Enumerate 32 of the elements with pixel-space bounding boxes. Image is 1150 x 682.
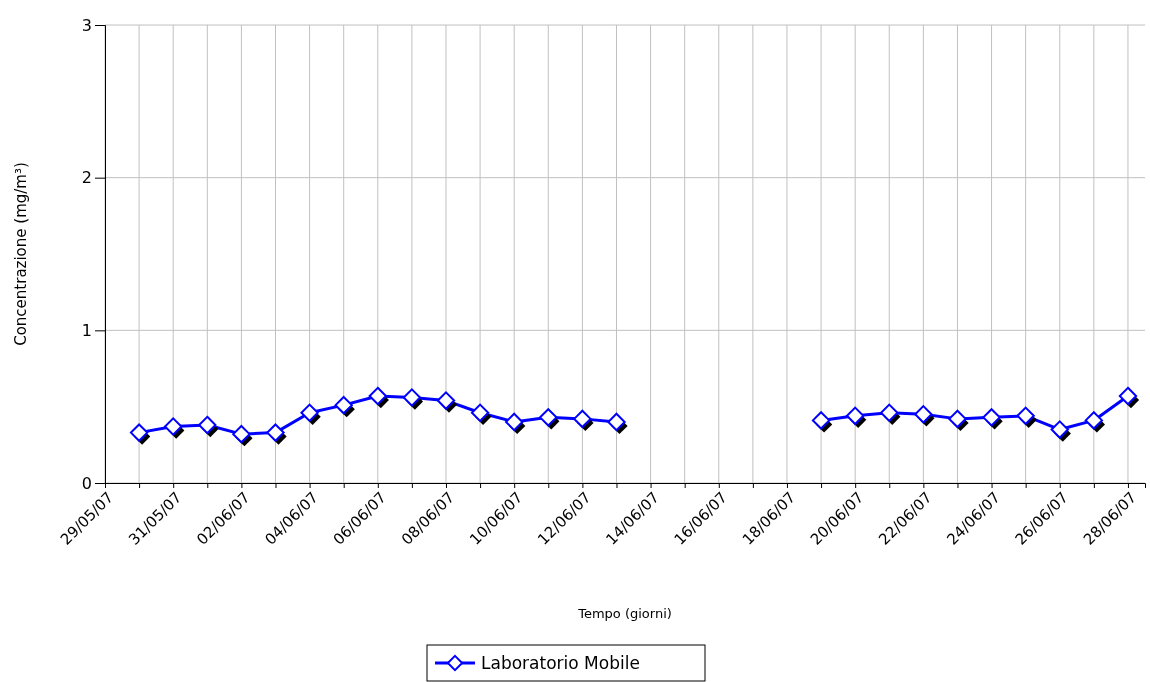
point [368, 386, 387, 406]
point [539, 408, 558, 427]
y-tick-label: 2 [81, 168, 92, 188]
point [1050, 420, 1069, 439]
point [436, 391, 456, 410]
point [573, 409, 592, 429]
point [129, 423, 149, 442]
point [607, 412, 626, 432]
point [914, 405, 933, 424]
point [846, 406, 865, 425]
legend-label: Laboratorio Mobile [481, 653, 640, 673]
y-tick-label: 1 [81, 320, 92, 340]
point [948, 409, 967, 429]
point [1084, 411, 1104, 430]
point [266, 423, 285, 442]
point [470, 403, 490, 422]
point [982, 408, 1001, 427]
point [880, 403, 899, 422]
point [232, 424, 251, 444]
point [334, 395, 353, 415]
y-tick-label: 0 [81, 473, 92, 493]
point [505, 412, 524, 432]
point [198, 415, 217, 435]
y-axis-title: Concentrazione (mg/m³) [12, 162, 30, 346]
y-tick-label: 3 [81, 15, 92, 35]
point [164, 417, 183, 436]
point [402, 388, 422, 407]
point [300, 403, 319, 422]
point [1016, 406, 1035, 425]
point [811, 411, 831, 430]
point [1118, 386, 1138, 406]
x-axis-title: Tempo (giorni) [577, 606, 672, 621]
